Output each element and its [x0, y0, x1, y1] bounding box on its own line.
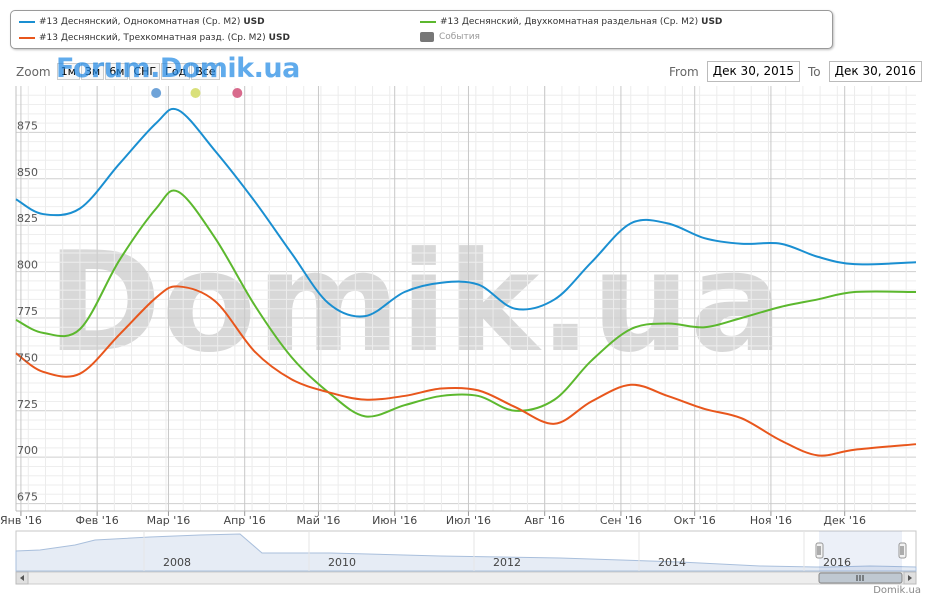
y-tick-label: 750 — [17, 351, 38, 364]
y-tick-label: 825 — [17, 212, 38, 225]
legend-swatch-gray — [420, 32, 434, 42]
series-line-2[interactable] — [15, 189, 917, 418]
legend-item-series-1[interactable]: #13 Деснянский, Однокомнатная (Ср. М2) U… — [19, 17, 265, 27]
y-tick-label: 875 — [17, 119, 38, 132]
navigator-selection[interactable] — [819, 531, 902, 571]
x-tick-label: Мар '16 — [147, 514, 191, 527]
y-tick-label: 700 — [17, 444, 38, 457]
event-marker-2[interactable] — [190, 88, 201, 98]
y-tick-label: 675 — [17, 491, 38, 504]
zoom-selector: Zoom 1м 3м 6м СНГ Год Все — [16, 63, 221, 80]
x-tick-label: Июл '16 — [446, 514, 491, 527]
series-line-1[interactable] — [15, 107, 917, 318]
legend-unit: USD — [243, 17, 265, 27]
legend-item-events[interactable]: События — [420, 32, 480, 42]
x-tick-label: Сен '16 — [600, 514, 642, 527]
arrow-left-icon — [20, 575, 24, 581]
y-tick-label: 800 — [17, 259, 38, 272]
legend-unit: USD — [701, 17, 723, 27]
event-marker-3[interactable] — [232, 88, 243, 98]
legend-label: События — [439, 32, 480, 42]
zoom-ytd-button[interactable]: СНГ — [129, 63, 161, 80]
main-watermark: Domik.ua — [47, 222, 783, 383]
legend-swatch-green — [420, 21, 436, 23]
x-tick-label: Апр '16 — [224, 514, 266, 527]
navigator-year-label: 2010 — [328, 556, 356, 569]
zoom-6m-button[interactable]: 6м — [105, 63, 129, 80]
y-tick-label: 850 — [17, 166, 38, 179]
navigator-year-label: 2016 — [823, 556, 851, 569]
series-line-3[interactable] — [15, 285, 917, 457]
zoom-all-button[interactable]: Все — [191, 63, 220, 80]
arrow-right-icon — [908, 575, 912, 581]
zoom-3m-button[interactable]: 3м — [80, 63, 105, 80]
x-tick-label: Авг '16 — [525, 514, 565, 527]
x-tick-label: Май '16 — [297, 514, 341, 527]
x-tick-label: Июн '16 — [372, 514, 417, 527]
x-tick-label: Янв '16 — [0, 514, 42, 527]
legend-swatch-orange — [19, 37, 35, 39]
scrollbar-track[interactable] — [15, 571, 917, 585]
range-to-label: To — [808, 64, 821, 79]
x-tick-label: Ноя '16 — [750, 514, 792, 527]
range-from: From Дек 30, 2015 — [669, 61, 800, 82]
zoom-label: Zoom — [16, 64, 51, 79]
navigator-area — [15, 533, 917, 572]
range-to: To Дек 30, 2016 — [808, 61, 922, 82]
event-marker-1[interactable] — [151, 88, 162, 98]
x-tick-label: Дек '16 — [823, 514, 866, 527]
y-tick-label: 775 — [17, 305, 38, 318]
legend-item-series-3[interactable]: #13 Деснянский, Трехкомнатная разд. (Ср.… — [19, 33, 290, 43]
zoom-1y-button[interactable]: Год — [161, 63, 191, 80]
legend-label: #13 Деснянский, Двухкомнатная раздельная… — [440, 17, 699, 27]
credit-link[interactable]: Domik.ua — [873, 585, 921, 596]
range-from-label: From — [669, 64, 699, 79]
legend-unit: USD — [268, 33, 290, 43]
navigator-year-label: 2012 — [493, 556, 521, 569]
chart-legend: #13 Деснянский, Однокомнатная (Ср. М2) U… — [10, 10, 833, 49]
legend-item-series-2[interactable]: #13 Деснянский, Двухкомнатная раздельная… — [420, 17, 722, 27]
y-tick-label: 725 — [17, 398, 38, 411]
x-tick-label: Фев '16 — [76, 514, 119, 527]
range-to-input[interactable]: Дек 30, 2016 — [828, 61, 922, 82]
legend-swatch-blue — [19, 21, 35, 23]
legend-label: #13 Деснянский, Трехкомнатная разд. (Ср.… — [39, 33, 266, 43]
zoom-1m-button[interactable]: 1м — [56, 63, 80, 80]
navigator-year-label: 2014 — [658, 556, 686, 569]
range-from-input[interactable]: Дек 30, 2015 — [706, 61, 800, 82]
navigator-year-label: 2008 — [163, 556, 191, 569]
legend-label: #13 Деснянский, Однокомнатная (Ср. М2) — [39, 17, 241, 27]
x-tick-label: Окт '16 — [674, 514, 716, 527]
forum-watermark: Forum.Domik.ua — [56, 53, 300, 84]
